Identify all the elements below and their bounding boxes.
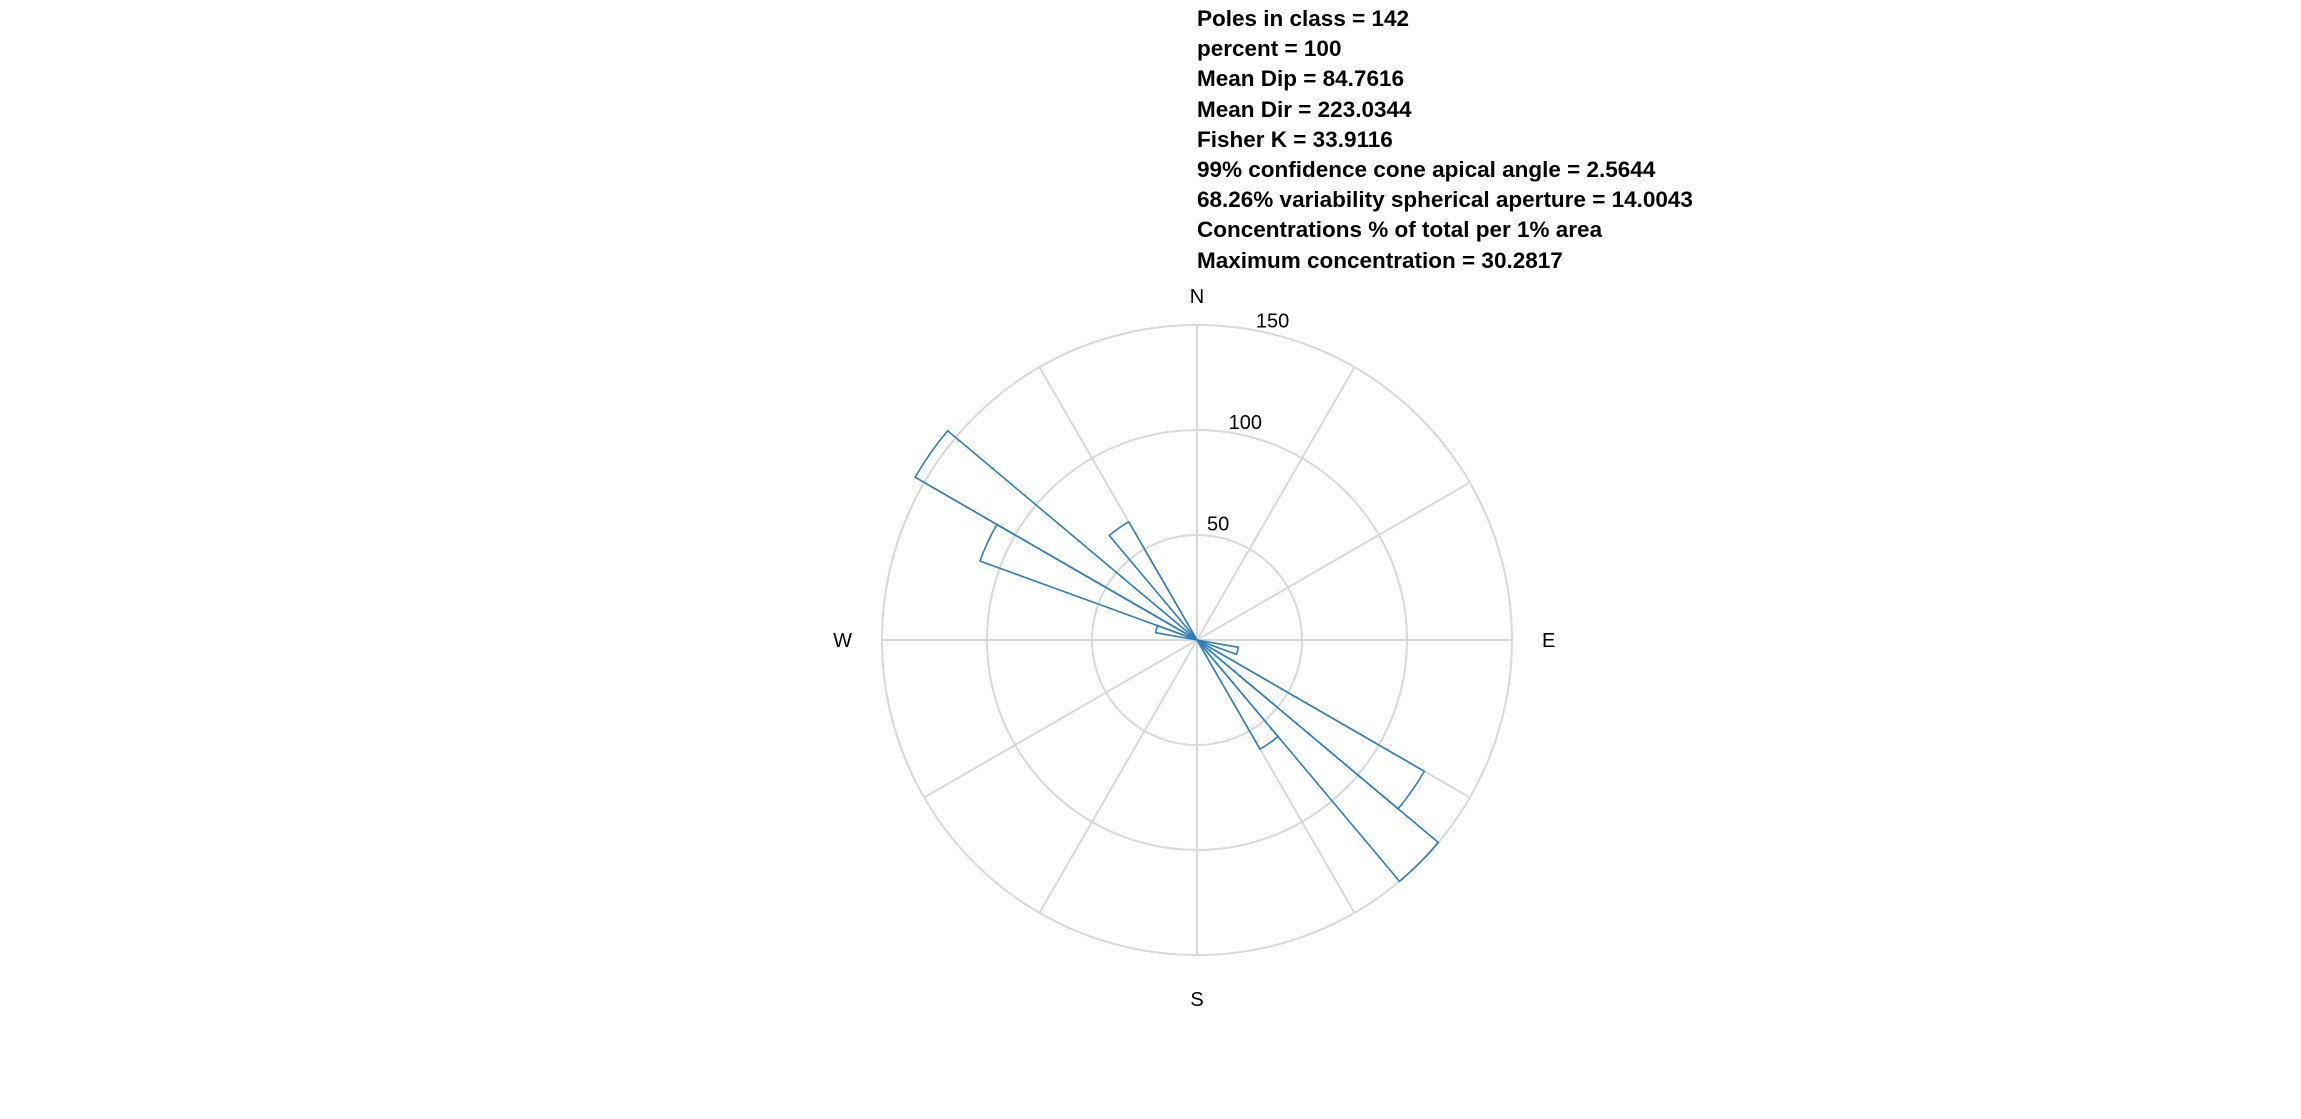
stat-line: Mean Dir = 223.0344 — [1197, 96, 1412, 122]
stat-line: 99% confidence cone apical angle = 2.564… — [1197, 156, 1656, 182]
stat-line: Mean Dip = 84.7616 — [1197, 66, 1404, 92]
grid-spoke — [1038, 639, 1198, 914]
compass-label-west: W — [833, 630, 852, 652]
radial-tick-labels: 50 100 150 — [1207, 311, 1289, 536]
statistics-panel: Poles in class = 142 percent = 100 Mean Di… — [1197, 4, 1693, 276]
rose-petals — [914, 429, 1440, 883]
stat-line: Poles in class = 142 — [1197, 6, 1410, 31]
radial-tick-label: 50 — [1207, 514, 1229, 536]
rose-petal — [1196, 639, 1280, 751]
compass-label-east: E — [1542, 630, 1555, 652]
grid-spoke — [1196, 481, 1471, 641]
radial-tick-label: 150 — [1256, 311, 1289, 333]
stat-line: percent = 100 — [1197, 36, 1342, 62]
compass-label-north: N — [1190, 286, 1204, 308]
stat-line: Fisher K = 33.9116 — [1197, 126, 1393, 152]
rose-petal — [1196, 639, 1240, 656]
grid-spoke — [923, 639, 1198, 799]
compass-label-south: S — [1190, 989, 1203, 1011]
radial-tick-label: 100 — [1229, 412, 1262, 434]
stat-line: Maximum concentration = 30.2817 — [1197, 247, 1563, 273]
stat-line: Concentrations % of total per 1% area — [1197, 217, 1603, 243]
grid-spoke — [1196, 366, 1356, 641]
stat-line: 68.26% variability spherical aperture = … — [1197, 187, 1693, 213]
rose-petal — [1196, 639, 1440, 883]
rose-petal — [1108, 520, 1198, 641]
rose-petal — [914, 429, 1198, 641]
